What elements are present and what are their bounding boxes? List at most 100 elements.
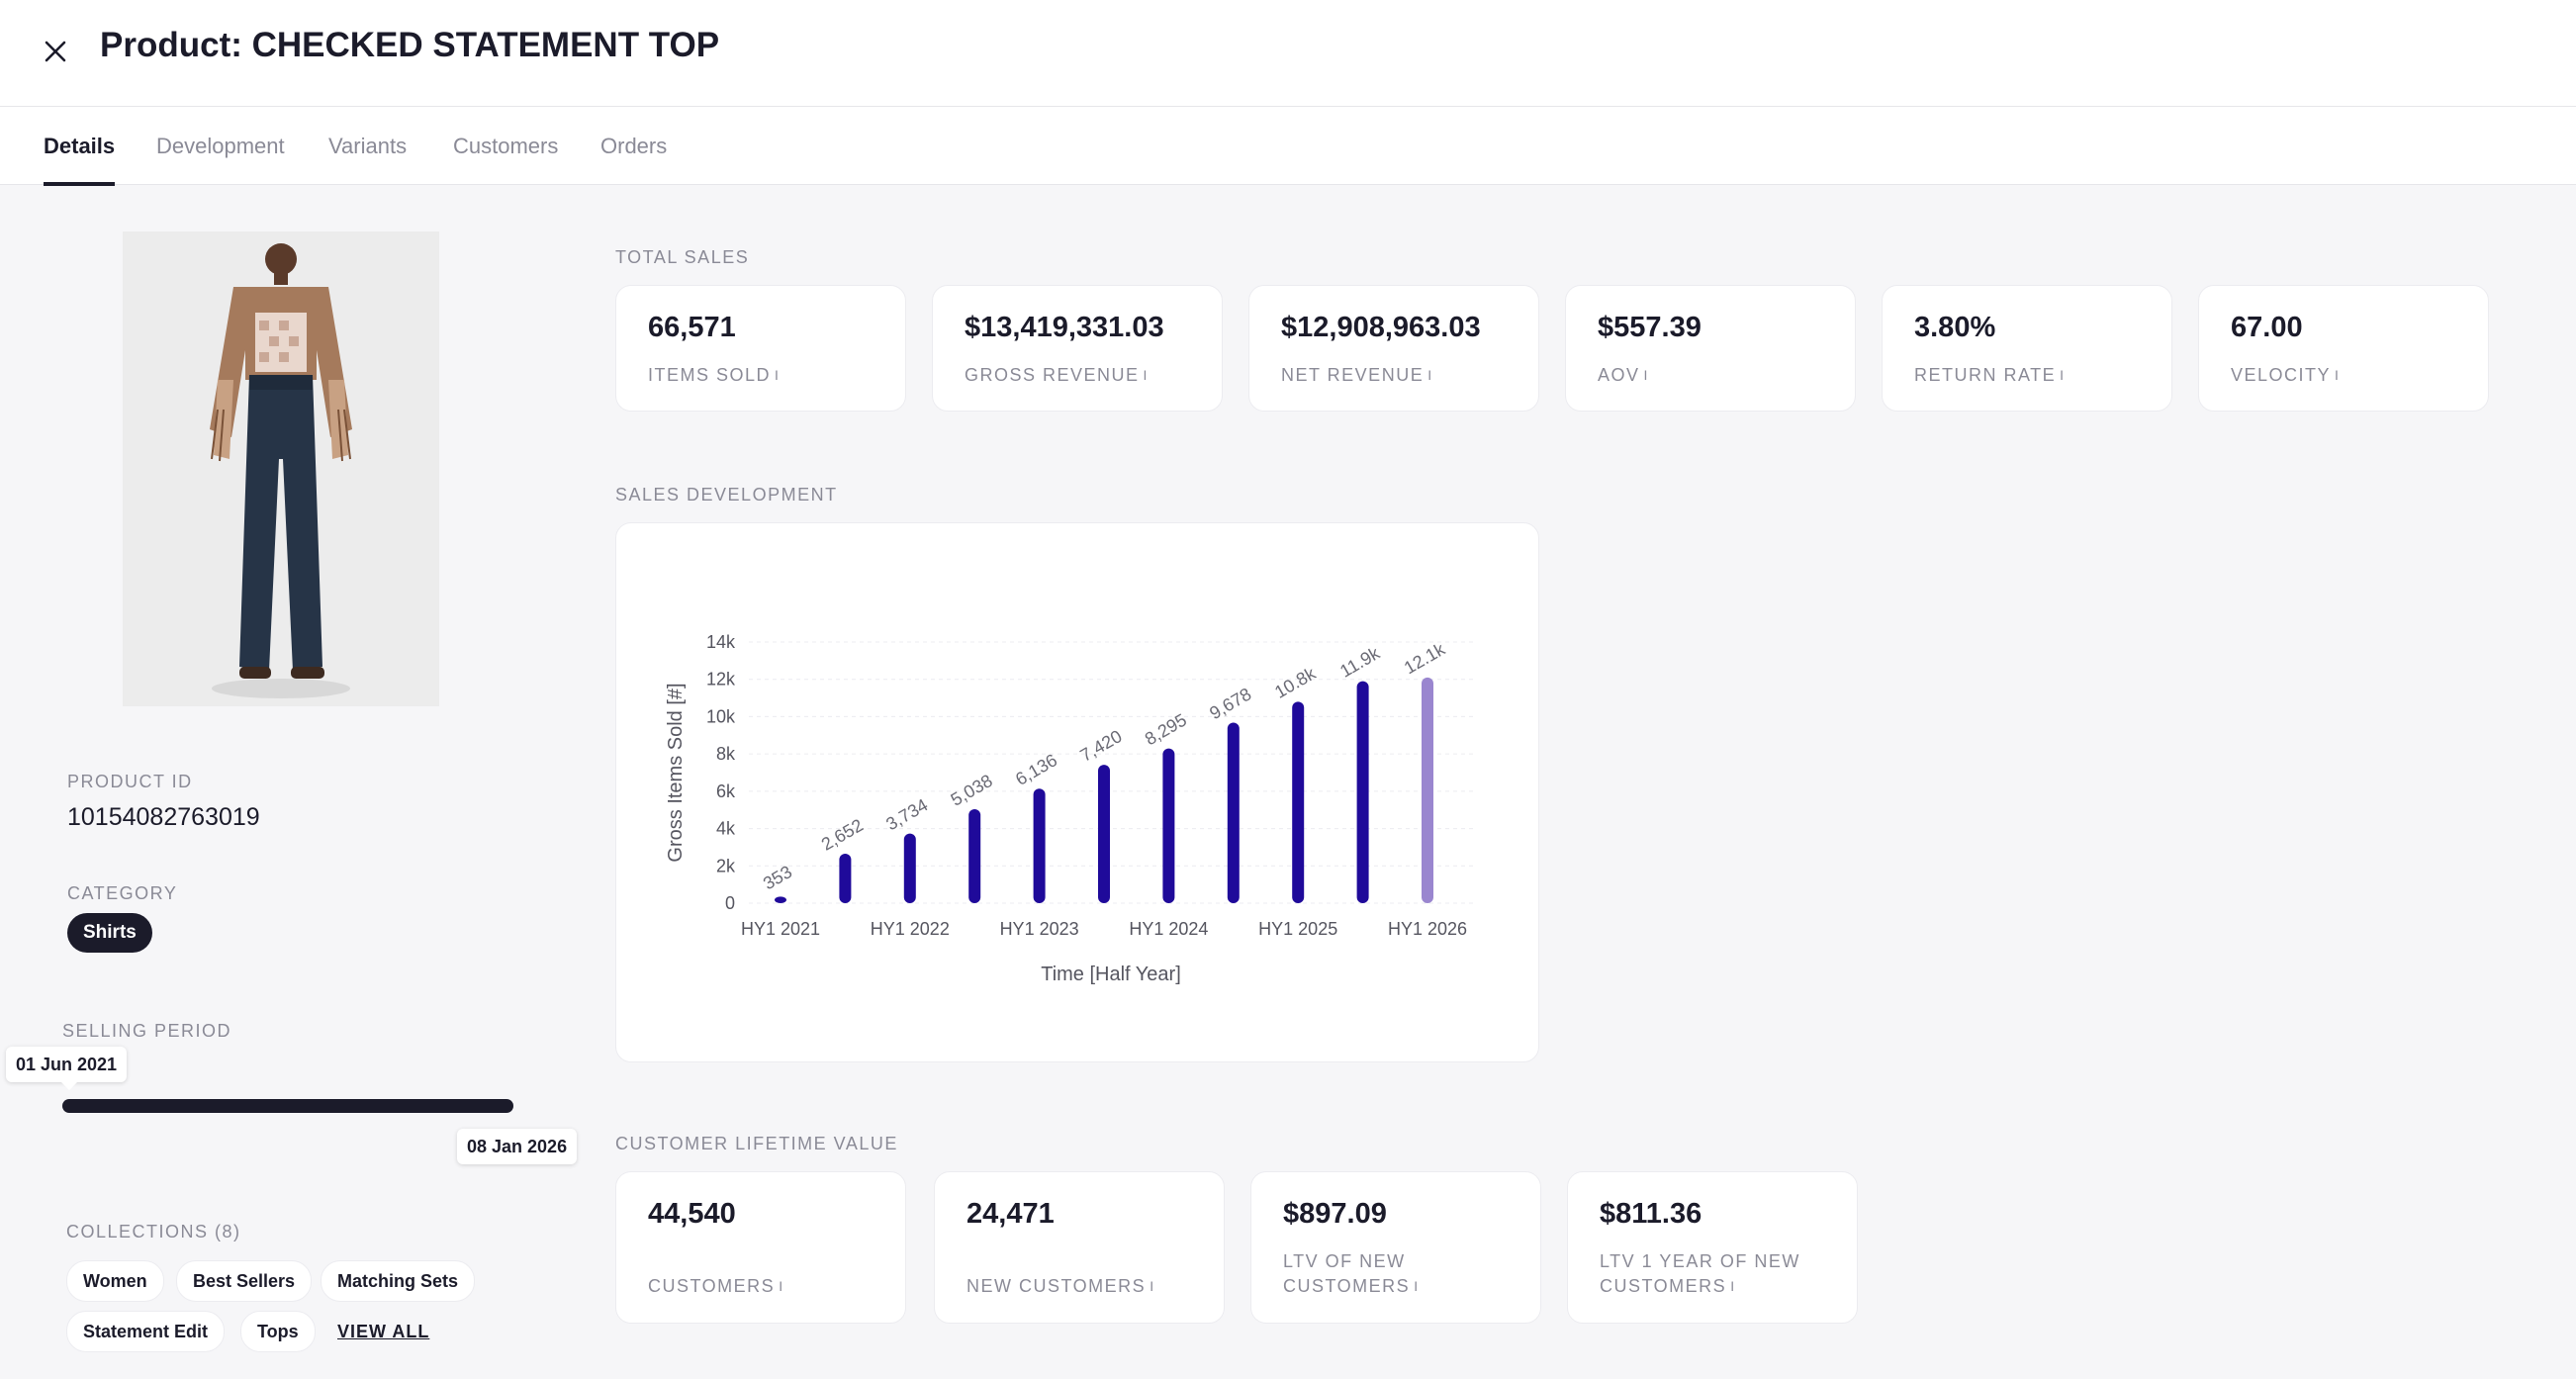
- kpi-card-ltv-1-year: $811.36 LTV 1 YEAR OF NEW CUSTOMERS i: [1567, 1171, 1858, 1324]
- kpi-value: 67.00: [2231, 312, 2303, 343]
- tab-customers[interactable]: Customers: [453, 134, 559, 158]
- kpi-value: $13,419,331.03: [965, 312, 1164, 343]
- collection-chip[interactable]: Statement Edit: [66, 1311, 226, 1352]
- y-tick-label: 2k: [716, 856, 736, 875]
- product-id-value: 10154082763019: [67, 803, 260, 831]
- chart-bar: [1033, 788, 1046, 903]
- info-icon[interactable]: i: [2060, 367, 2065, 383]
- clv-label: CUSTOMER LIFETIME VALUE: [615, 1134, 898, 1153]
- sales-development-chart-card: 0 2k 4k 6k 8k 10k 12k 14k 353 HY1 2021 2,652 3,734 H…: [615, 522, 1539, 1062]
- y-tick-label: 12k: [706, 670, 736, 690]
- chart-bar: [968, 808, 981, 903]
- kpi-card-items-sold: 66,571 ITEMS SOLD i: [615, 285, 906, 412]
- info-icon[interactable]: i: [1414, 1278, 1419, 1294]
- y-tick-label: 0: [725, 893, 735, 913]
- tab-development[interactable]: Development: [156, 134, 285, 158]
- bar-data-label: 10.8k: [1271, 663, 1320, 702]
- y-axis-title: Gross Items Sold [#]: [665, 683, 687, 862]
- info-icon[interactable]: i: [1150, 1278, 1154, 1294]
- bar-data-label: 6,136: [1012, 750, 1060, 789]
- chart-bar: [1162, 748, 1175, 903]
- category-label: CATEGORY: [67, 883, 178, 903]
- product-id-label: PRODUCT ID: [67, 772, 193, 791]
- category-badge: Shirts: [67, 913, 152, 953]
- product-image: [123, 231, 439, 706]
- x-axis-title: Time [Half Year]: [1041, 964, 1181, 985]
- total-sales-label: TOTAL SALES: [615, 247, 750, 267]
- info-icon[interactable]: i: [1427, 367, 1432, 383]
- info-icon[interactable]: i: [2335, 367, 2339, 383]
- kpi-value: $897.09: [1283, 1198, 1387, 1230]
- kpi-value: $12,908,963.03: [1281, 312, 1481, 343]
- kpi-card-customers: 44,540 CUSTOMERS i: [615, 1171, 906, 1324]
- bar-data-label: 9,678: [1206, 684, 1254, 723]
- kpi-card-net-revenue: $12,908,963.03 NET REVENUE i: [1248, 285, 1539, 412]
- info-icon[interactable]: i: [779, 1278, 783, 1294]
- info-icon[interactable]: i: [1643, 367, 1648, 383]
- kpi-label: LTV 1 YEAR OF NEW CUSTOMERS i: [1600, 1251, 1800, 1296]
- kpi-value: 24,471: [966, 1198, 1055, 1230]
- kpi-label: ITEMS SOLD i: [648, 365, 779, 385]
- y-tick-label: 6k: [716, 781, 736, 801]
- selling-period-start: 01 Jun 2021: [6, 1047, 128, 1090]
- bar-data-label: 353: [760, 862, 795, 893]
- tab-bar: Details Development Variants Customers O…: [0, 107, 2576, 186]
- kpi-value: 3.80%: [1914, 312, 1996, 343]
- kpi-card-aov: $557.39 AOV i: [1565, 285, 1856, 412]
- kpi-value: 66,571: [648, 312, 736, 343]
- tab-orders[interactable]: Orders: [600, 134, 668, 158]
- kpi-label: LTV OF NEW CUSTOMERS i: [1283, 1251, 1419, 1296]
- x-tick-label: HY1 2025: [1258, 919, 1337, 939]
- selling-period-label: SELLING PERIOD: [62, 1021, 232, 1041]
- selling-period-end: 08 Jan 2026: [457, 1129, 578, 1164]
- tab-variants[interactable]: Variants: [328, 134, 408, 158]
- collection-chip[interactable]: Matching Sets: [321, 1260, 476, 1302]
- x-tick-label: HY1 2021: [741, 919, 820, 939]
- page-title: Product: CHECKED STATEMENT TOP: [100, 26, 720, 64]
- x-tick-label: HY1 2026: [1388, 919, 1467, 939]
- view-all-collections-link[interactable]: VIEW ALL: [337, 1322, 430, 1341]
- close-icon: [45, 41, 66, 62]
- close-button[interactable]: [36, 32, 75, 71]
- chart-bar: [839, 853, 852, 903]
- kpi-label: RETURN RATE i: [1914, 365, 2065, 385]
- chart-bar: [903, 833, 916, 903]
- kpi-card-ltv-new-customers: $897.09 LTV OF NEW CUSTOMERS i: [1250, 1171, 1541, 1324]
- selling-period-bar: [62, 1099, 513, 1113]
- kpi-card-new-customers: 24,471 NEW CUSTOMERS i: [934, 1171, 1225, 1324]
- kpi-value: $811.36: [1600, 1198, 1702, 1230]
- kpi-label: CUSTOMERS i: [648, 1276, 783, 1296]
- bar-data-label: 5,038: [948, 771, 996, 810]
- x-tick-label: HY1 2022: [871, 919, 950, 939]
- y-tick-label: 8k: [716, 744, 736, 764]
- bar-data-label: 7,420: [1076, 726, 1125, 766]
- sales-development-label: SALES DEVELOPMENT: [615, 485, 838, 505]
- kpi-card-return-rate: 3.80% RETURN RATE i: [1882, 285, 2172, 412]
- kpi-label: NEW CUSTOMERS i: [966, 1276, 1154, 1296]
- info-icon[interactable]: i: [775, 367, 779, 383]
- collection-chip[interactable]: Women: [66, 1260, 164, 1302]
- kpi-label: GROSS REVENUE i: [965, 365, 1148, 385]
- kpi-value: $557.39: [1598, 312, 1702, 343]
- kpi-label: NET REVENUE i: [1281, 365, 1432, 385]
- bar-data-label: 8,295: [1142, 709, 1190, 749]
- kpi-card-gross-revenue: $13,419,331.03 GROSS REVENUE i: [932, 285, 1223, 412]
- y-tick-label: 14k: [706, 632, 736, 652]
- chart-bar: [775, 896, 786, 903]
- kpi-label: AOV i: [1598, 365, 1648, 385]
- info-icon[interactable]: i: [1730, 1278, 1735, 1294]
- info-icon[interactable]: i: [1143, 367, 1148, 383]
- collection-chip[interactable]: Best Sellers: [176, 1260, 313, 1302]
- bar-data-label: 12.1k: [1401, 638, 1449, 678]
- collection-chip[interactable]: Tops: [240, 1311, 316, 1352]
- kpi-label: VELOCITY i: [2231, 365, 2339, 385]
- chart-bar: [1356, 681, 1369, 903]
- chart-bar: [1292, 701, 1305, 903]
- tab-details[interactable]: Details: [44, 107, 116, 186]
- x-tick-label: HY1 2023: [1000, 919, 1079, 939]
- chart-bar: [1422, 677, 1433, 903]
- kpi-value: 44,540: [648, 1198, 736, 1230]
- collections-label: COLLECTIONS (8): [66, 1222, 241, 1241]
- bar-data-label: 2,652: [818, 815, 867, 855]
